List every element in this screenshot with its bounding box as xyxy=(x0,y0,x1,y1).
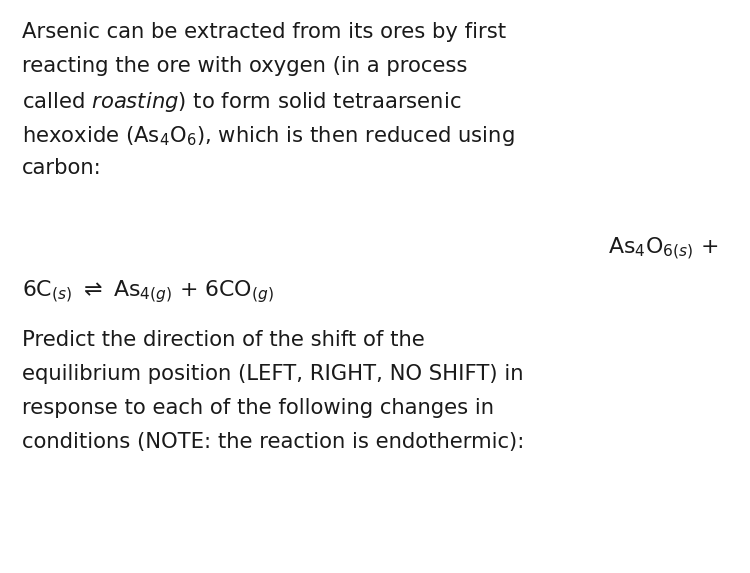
Text: Arsenic can be extracted from its ores by first: Arsenic can be extracted from its ores b… xyxy=(22,22,506,42)
Text: conditions (NOTE: the reaction is endothermic):: conditions (NOTE: the reaction is endoth… xyxy=(22,432,524,452)
Text: hexoxide (As$_4$O$_6$), which is then reduced using: hexoxide (As$_4$O$_6$), which is then re… xyxy=(22,124,514,148)
Text: reacting the ore with oxygen (in a process: reacting the ore with oxygen (in a proce… xyxy=(22,56,467,76)
Text: carbon:: carbon: xyxy=(22,158,102,178)
Text: equilibrium position (LEFT, RIGHT, NO SHIFT) in: equilibrium position (LEFT, RIGHT, NO SH… xyxy=(22,364,524,384)
Text: Predict the direction of the shift of the: Predict the direction of the shift of th… xyxy=(22,330,424,350)
Text: 6C$_{(s)}$ $\rightleftharpoons$ As$_{4(g)}$ + 6CO$_{(g)}$: 6C$_{(s)}$ $\rightleftharpoons$ As$_{4(g… xyxy=(22,278,274,305)
Text: called $\it{roasting}$) to form solid tetraarsenic: called $\it{roasting}$) to form solid te… xyxy=(22,90,461,114)
Text: response to each of the following changes in: response to each of the following change… xyxy=(22,398,494,418)
Text: As$_4$O$_{6(s)}$ +: As$_4$O$_{6(s)}$ + xyxy=(608,235,718,261)
